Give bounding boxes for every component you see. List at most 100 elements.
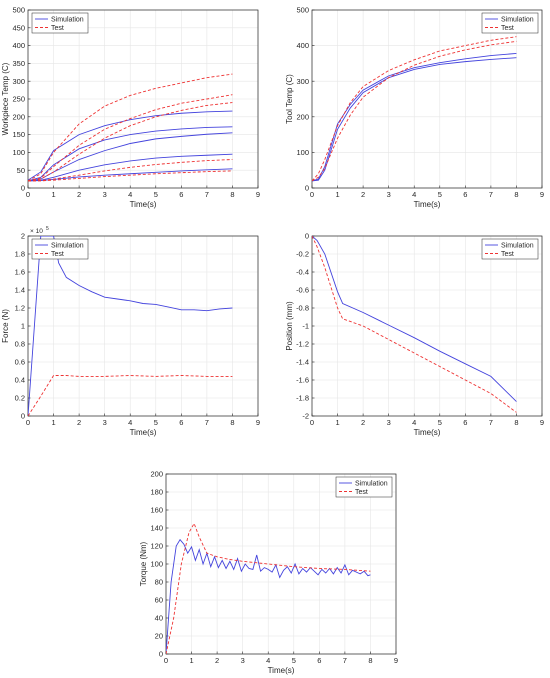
x-tick-label: 7 — [343, 656, 347, 665]
axes-box — [311, 235, 543, 417]
y-tick-label: 0.6 — [15, 358, 25, 367]
x-tick-label: 0 — [164, 656, 168, 665]
x-tick-label: 8 — [230, 418, 234, 427]
x-tick-label: 1 — [335, 418, 339, 427]
y-tick-label: 150 — [12, 130, 25, 139]
x-tick-label: 6 — [317, 656, 321, 665]
legend-box — [31, 238, 89, 260]
y-tick-label: -1.8 — [296, 394, 309, 403]
axes-box — [165, 473, 397, 655]
y-tick-label: 2 — [21, 232, 25, 241]
y-tick-label: 160 — [150, 506, 163, 515]
y-axis-label: Torque (Nm) — [139, 541, 148, 586]
legend-box — [31, 12, 89, 34]
legend-simulation-label: Simulation — [355, 480, 388, 487]
y-tick-label: 60 — [155, 596, 163, 605]
y-tick-label: 200 — [150, 470, 163, 479]
legend-test-label: Test — [51, 251, 64, 258]
y-axis-exponent-power: 5 — [46, 226, 49, 232]
x-tick-label: 9 — [540, 418, 544, 427]
x-tick-label: 8 — [514, 190, 518, 199]
x-tick-label: 7 — [489, 190, 493, 199]
x-axis-label: Time(s) — [130, 428, 157, 437]
y-tick-label: 0.8 — [15, 340, 25, 349]
x-tick-label: 0 — [310, 418, 314, 427]
x-tick-label: 1 — [189, 656, 193, 665]
x-tick-label: 3 — [387, 190, 391, 199]
y-tick-label: 120 — [150, 542, 163, 551]
y-tick-label: 1.4 — [15, 286, 25, 295]
x-tick-label: 5 — [154, 190, 158, 199]
x-tick-label: 0 — [26, 418, 30, 427]
y-axis-label: Tool Temp (C) — [285, 74, 294, 124]
test-series-line — [312, 36, 517, 182]
x-tick-label: 2 — [361, 190, 365, 199]
y-tick-label: -0.6 — [296, 286, 309, 295]
test-series-line — [28, 159, 233, 182]
y-tick-label: 50 — [17, 166, 25, 175]
legend-simulation-label: Simulation — [501, 16, 534, 23]
legend-box — [335, 476, 393, 498]
y-tick-label: 0 — [305, 232, 309, 241]
y-axis-label: Position (mm) — [285, 301, 294, 351]
y-tick-label: 200 — [12, 112, 25, 121]
x-tick-label: 5 — [438, 418, 442, 427]
y-tick-label: -1.4 — [296, 358, 309, 367]
legend: Simulation Test — [335, 476, 393, 498]
x-axis-label: Time(s) — [268, 666, 295, 675]
x-axis-label: Time(s) — [414, 200, 441, 209]
y-tick-label: -2 — [302, 412, 309, 421]
x-tick-label: 0 — [26, 190, 30, 199]
y-tick-label: -0.8 — [296, 304, 309, 313]
y-tick-label: 200 — [296, 112, 309, 121]
y-tick-label: 80 — [155, 578, 163, 587]
x-tick-label: 5 — [438, 190, 442, 199]
y-tick-label: 500 — [12, 6, 25, 15]
y-tick-label: 100 — [12, 148, 25, 157]
x-tick-label: 1 — [51, 418, 55, 427]
y-tick-label: 0.4 — [15, 376, 25, 385]
x-tick-label: 2 — [77, 190, 81, 199]
simulation-series-line — [28, 168, 233, 182]
y-tick-label: 0 — [305, 184, 309, 193]
y-tick-label: 100 — [296, 148, 309, 157]
x-tick-label: 8 — [514, 418, 518, 427]
legend: Simulation Test — [31, 12, 89, 34]
x-tick-label: 7 — [205, 418, 209, 427]
simulation-series-line — [28, 126, 233, 182]
y-tick-label: 500 — [296, 6, 309, 15]
y-tick-label: 1.8 — [15, 250, 25, 259]
x-tick-label: 9 — [256, 190, 260, 199]
x-tick-label: 3 — [103, 190, 107, 199]
axes-box — [311, 9, 543, 189]
y-tick-label: 300 — [12, 77, 25, 86]
y-tick-label: 350 — [12, 59, 25, 68]
y-axis-exponent: × 10 — [30, 228, 43, 235]
x-tick-label: 6 — [179, 190, 183, 199]
y-tick-label: 300 — [296, 77, 309, 86]
y-tick-label: -1.2 — [296, 340, 309, 349]
x-tick-label: 9 — [256, 418, 260, 427]
legend-box — [481, 238, 539, 260]
legend: Simulation Test — [481, 238, 539, 260]
chart-tool-temp: 0 1 2 3 4 5 6 7 8 9 0 100 200 300 400 500 Time(s) Tool Te… — [285, 6, 544, 209]
chart-torque: 0 1 2 3 4 5 6 7 8 9 0 20 40 60 80 100 120 140 160 180 200 Tim… — [139, 470, 398, 675]
test-series-line — [28, 102, 233, 182]
y-tick-label: 1 — [21, 322, 25, 331]
test-series-line — [28, 94, 233, 182]
y-tick-label: 140 — [150, 524, 163, 533]
chart-workpiece-temp: 0 1 2 3 4 5 6 7 8 9 0 50 100 150 200 250 300 350 400 450 500… — [1, 6, 260, 209]
simulation-series-line — [166, 538, 371, 654]
x-axis-label: Time(s) — [414, 428, 441, 437]
y-tick-label: 0 — [21, 412, 25, 421]
x-tick-label: 8 — [368, 656, 372, 665]
simulation-series-line — [312, 236, 517, 402]
x-tick-label: 6 — [463, 190, 467, 199]
y-tick-label: -1.6 — [296, 376, 309, 385]
y-tick-label: 40 — [155, 614, 163, 623]
simulation-series-line — [312, 52, 517, 182]
legend-box — [481, 12, 539, 34]
y-tick-label: 1.2 — [15, 304, 25, 313]
y-tick-label: 100 — [150, 560, 163, 569]
